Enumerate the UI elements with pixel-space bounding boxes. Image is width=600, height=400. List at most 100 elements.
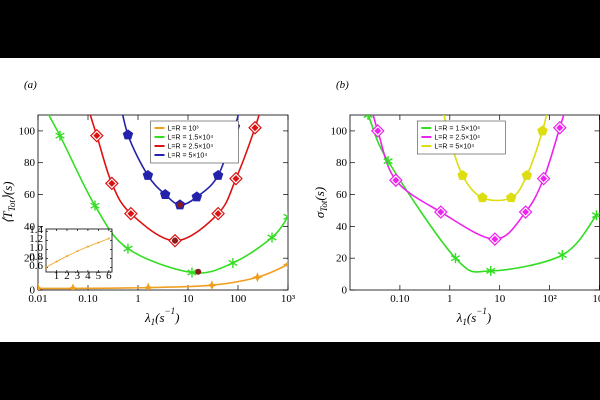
panel: 1 2 3 4 5 6 0.60.81.01.21.4	[29, 224, 113, 282]
marker	[142, 169, 154, 180]
x-tick-label: 2	[64, 270, 70, 282]
marker	[383, 156, 393, 167]
legend-label: L=R = 5×10⁴	[434, 144, 474, 151]
marker-core	[556, 124, 564, 132]
marker	[267, 232, 277, 243]
y-tick-label: 20	[336, 253, 348, 265]
x-axis-label: λ1(s−1)	[456, 306, 491, 327]
marker	[191, 191, 203, 202]
legend-label: L=R = 10³	[168, 126, 200, 133]
marker-core	[570, 80, 577, 87]
y-label-part: Tot	[319, 200, 329, 212]
panel-label: (a)	[24, 79, 37, 91]
marker-core	[522, 208, 530, 216]
y-tick-label: 0	[342, 285, 348, 297]
marker	[450, 253, 461, 264]
y-tick-label: 40	[336, 221, 348, 233]
y-tick-label: 40	[24, 221, 36, 233]
marker	[228, 257, 238, 268]
marker	[123, 243, 133, 254]
y-label-part: (s)	[312, 187, 327, 201]
marker	[67, 283, 78, 290]
marker-core	[77, 80, 84, 87]
y-tick-label: 100	[331, 125, 348, 137]
marker	[206, 280, 217, 290]
y-tick-label: 60	[24, 189, 36, 201]
minimum-point	[176, 201, 183, 208]
marker	[457, 169, 468, 180]
x-tick-label: 100	[230, 293, 247, 305]
marker-core	[93, 132, 101, 140]
plot-area	[46, 237, 110, 269]
marker	[86, 245, 89, 248]
marker	[159, 189, 171, 199]
marker	[557, 250, 568, 260]
x-label-part: (s	[155, 310, 164, 325]
marker	[46, 266, 47, 269]
y-tick-label: 0.8	[29, 251, 43, 263]
marker-core	[392, 176, 400, 184]
x-tick-label: 10²	[542, 293, 557, 305]
y-axis-label: σTot(s)	[312, 187, 329, 218]
panel: 0.1011010²10³020406080100(b)λ1(s−1)σTot(…	[312, 79, 600, 327]
marker	[143, 282, 154, 290]
y-axis-label: ⟨TTot⟩(s)	[0, 181, 17, 223]
curve	[47, 115, 288, 274]
marker	[283, 211, 288, 222]
legend-label: L=R = 2.5×10⁴	[434, 135, 480, 142]
x-tick-label: 4	[85, 270, 91, 282]
legend-label: L=R = 5×10⁴	[168, 153, 208, 160]
y-tick-label: 1.2	[29, 233, 43, 245]
top-bar	[0, 0, 600, 58]
legend-box	[417, 120, 506, 155]
marker-core	[214, 210, 222, 218]
marker	[521, 169, 533, 180]
marker	[90, 200, 100, 211]
x-label-part: (s	[467, 310, 476, 325]
x-tick-label: 0.01	[28, 293, 47, 305]
panel-label: (b)	[336, 79, 349, 91]
plot-area	[34, 80, 288, 290]
marker	[55, 260, 58, 263]
y-tick-label: 0.6	[29, 260, 43, 272]
y-tick-label: 20	[24, 253, 36, 265]
marker-core	[540, 175, 548, 183]
x-label-part: 1	[151, 317, 156, 327]
y-tick-label: 60	[336, 189, 348, 201]
x-label-part: λ	[456, 310, 463, 325]
marker	[486, 265, 496, 276]
x-tick-label: 1	[54, 270, 60, 282]
marker-core	[108, 179, 116, 187]
x-label-part: −1	[476, 306, 487, 316]
marker	[505, 192, 517, 203]
y-tick-label: 100	[19, 125, 36, 137]
x-label-part: −1	[165, 306, 176, 316]
marker	[283, 259, 288, 270]
marker	[187, 267, 197, 278]
marker	[363, 115, 373, 120]
marker	[34, 91, 43, 101]
marker	[537, 125, 548, 136]
x-tick-label: 10	[183, 293, 195, 305]
x-tick-label: 6	[106, 270, 112, 282]
marker	[38, 283, 43, 290]
marker-core	[362, 80, 369, 87]
x-tick-label: 0.10	[390, 293, 410, 305]
marker-core	[251, 124, 259, 132]
y-label-part: ⟩(s)	[0, 181, 15, 200]
marker-core	[232, 175, 240, 183]
marker	[477, 192, 488, 203]
x-tick-label: 5	[96, 270, 102, 282]
x-label-part: )	[486, 310, 491, 325]
marker-core	[374, 127, 382, 135]
y-tick-label: 80	[24, 157, 36, 169]
y-tick-label: 80	[336, 157, 348, 169]
legend-label: L=R = 2.5×10⁴	[168, 144, 214, 151]
x-label-part: )	[174, 310, 179, 325]
x-tick-label: 0.10	[78, 293, 98, 305]
legend-label: L=R = 1.5×10⁴	[434, 126, 480, 133]
y-label-part: Tot	[7, 200, 17, 212]
marker-core	[127, 210, 135, 218]
marker	[433, 86, 443, 96]
panel: 0.01 0.10 1 10 100 10³020406080100(a)λ1(s−1)⟨…	[0, 79, 296, 327]
